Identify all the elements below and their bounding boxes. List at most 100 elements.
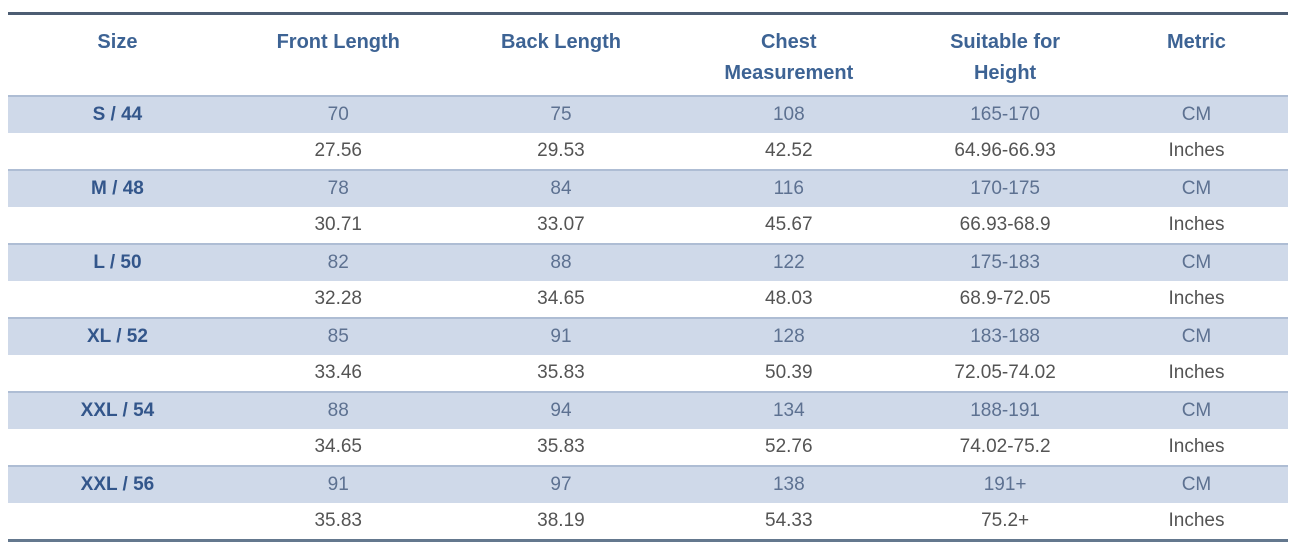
table-row: 33.46 35.83 50.39 72.05-74.02 Inches — [8, 355, 1288, 392]
size-cell — [8, 133, 227, 170]
size-cell — [8, 429, 227, 466]
column-header-suitable-height: Suitable for Height — [905, 14, 1105, 97]
value-cell: 116 — [672, 169, 906, 207]
value-cell: 78 — [226, 169, 450, 207]
value-cell: 50.39 — [672, 355, 906, 392]
value-cell: 134 — [672, 391, 906, 429]
value-cell: Inches — [1104, 503, 1288, 541]
value-cell: 122 — [672, 243, 906, 281]
value-cell: 70 — [226, 95, 450, 133]
value-cell: 32.28 — [226, 281, 450, 318]
table-row: 27.56 29.53 42.52 64.96-66.93 Inches — [8, 133, 1288, 170]
value-cell: 91 — [449, 317, 673, 355]
column-header-front-length: Front Length — [227, 14, 450, 97]
table-row: M / 48 78 84 116 170-175 CM — [8, 169, 1288, 207]
size-cell: M / 48 — [8, 169, 227, 207]
value-cell: 64.96-66.93 — [905, 133, 1105, 170]
value-cell: 66.93-68.9 — [905, 207, 1105, 244]
table-row: XL / 52 85 91 128 183-188 CM — [8, 317, 1288, 355]
size-cell — [8, 207, 227, 244]
value-cell: 35.83 — [449, 429, 673, 466]
column-header-metric-label: Metric — [1167, 31, 1226, 53]
value-cell: 33.07 — [449, 207, 673, 244]
value-cell: 34.65 — [449, 281, 673, 318]
size-cell: XXL / 56 — [8, 465, 227, 503]
value-cell: Inches — [1104, 355, 1288, 392]
value-cell: 91 — [226, 465, 450, 503]
value-cell: 88 — [226, 391, 450, 429]
table-row: 34.65 35.83 52.76 74.02-75.2 Inches — [8, 429, 1288, 466]
value-cell: CM — [1104, 391, 1288, 429]
value-cell: 35.83 — [449, 355, 673, 392]
value-cell: 138 — [672, 465, 906, 503]
value-cell: Inches — [1104, 207, 1288, 244]
table-row: L / 50 82 88 122 175-183 CM — [8, 243, 1288, 281]
column-header-front-length-label: Front Length — [276, 31, 400, 53]
value-cell: 165-170 — [905, 95, 1105, 133]
value-cell: 175-183 — [905, 243, 1105, 281]
size-cell — [8, 503, 227, 541]
value-cell: 52.76 — [672, 429, 906, 466]
value-cell: 68.9-72.05 — [905, 281, 1105, 318]
value-cell: 88 — [449, 243, 673, 281]
value-cell: CM — [1104, 243, 1288, 281]
value-cell: CM — [1104, 317, 1288, 355]
column-header-back-length: Back Length — [450, 14, 673, 97]
size-cell: S / 44 — [8, 95, 227, 133]
size-chart-table: Size Front Length Back Length Chest Meas… — [8, 12, 1288, 542]
column-header-chest-measurement: Chest Measurement — [672, 14, 905, 97]
value-cell: 72.05-74.02 — [905, 355, 1105, 392]
value-cell: 75.2+ — [905, 503, 1105, 541]
value-cell: 170-175 — [905, 169, 1105, 207]
table-row: S / 44 70 75 108 165-170 CM — [8, 95, 1288, 133]
value-cell: CM — [1104, 169, 1288, 207]
size-cell: L / 50 — [8, 243, 227, 281]
table-row: 30.71 33.07 45.67 66.93-68.9 Inches — [8, 207, 1288, 244]
value-cell: 35.83 — [226, 503, 450, 541]
value-cell: 191+ — [905, 465, 1105, 503]
table-row: 35.83 38.19 54.33 75.2+ Inches — [8, 503, 1288, 541]
size-cell — [8, 355, 227, 392]
table-row: 32.28 34.65 48.03 68.9-72.05 Inches — [8, 281, 1288, 318]
table-row: XXL / 56 91 97 138 191+ CM — [8, 465, 1288, 503]
value-cell: 48.03 — [672, 281, 906, 318]
value-cell: 85 — [226, 317, 450, 355]
column-header-metric: Metric — [1105, 14, 1288, 97]
size-chart: Size Front Length Back Length Chest Meas… — [8, 12, 1288, 542]
column-header-back-length-label: Back Length — [500, 31, 621, 53]
value-cell: 34.65 — [226, 429, 450, 466]
table-header: Size Front Length Back Length Chest Meas… — [8, 14, 1288, 97]
size-cell — [8, 281, 227, 318]
value-cell: 45.67 — [672, 207, 906, 244]
value-cell: 54.33 — [672, 503, 906, 541]
table-body: S / 44 70 75 108 165-170 CM 27.56 29.53 42.52 64.… — [8, 95, 1288, 541]
size-cell: XXL / 54 — [8, 391, 227, 429]
value-cell: 128 — [672, 317, 906, 355]
value-cell: Inches — [1104, 281, 1288, 318]
value-cell: 27.56 — [226, 133, 450, 170]
value-cell: 33.46 — [226, 355, 450, 392]
value-cell: Inches — [1104, 429, 1288, 466]
value-cell: 30.71 — [226, 207, 450, 244]
value-cell: 108 — [672, 95, 906, 133]
value-cell: 75 — [449, 95, 673, 133]
value-cell: 29.53 — [449, 133, 673, 170]
column-header-size: Size — [8, 14, 227, 97]
size-cell: XL / 52 — [8, 317, 227, 355]
header-row: Size Front Length Back Length Chest Meas… — [8, 14, 1288, 97]
value-cell: 38.19 — [449, 503, 673, 541]
column-header-size-label: Size — [97, 31, 138, 53]
value-cell: 94 — [449, 391, 673, 429]
value-cell: 183-188 — [905, 317, 1105, 355]
value-cell: CM — [1104, 95, 1288, 133]
value-cell: CM — [1104, 465, 1288, 503]
value-cell: 42.52 — [672, 133, 906, 170]
table-row: XXL / 54 88 94 134 188-191 CM — [8, 391, 1288, 429]
value-cell: 188-191 — [905, 391, 1105, 429]
value-cell: 74.02-75.2 — [905, 429, 1105, 466]
value-cell: Inches — [1104, 133, 1288, 170]
column-header-chest-measurement-label: Chest Measurement — [724, 31, 854, 84]
value-cell: 97 — [449, 465, 673, 503]
column-header-suitable-height-label: Suitable for Height — [950, 31, 1061, 84]
value-cell: 84 — [449, 169, 673, 207]
